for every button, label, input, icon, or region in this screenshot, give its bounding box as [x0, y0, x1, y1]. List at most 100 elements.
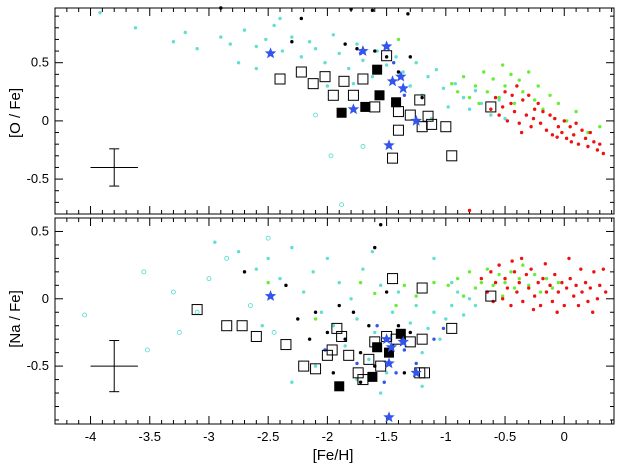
data-point	[331, 324, 336, 328]
data-point	[378, 391, 383, 395]
data-point	[401, 70, 405, 74]
data-point	[532, 107, 537, 111]
data-point	[325, 84, 330, 88]
data-point	[485, 267, 489, 271]
data-point	[529, 125, 533, 129]
data-point	[588, 130, 593, 135]
data-point	[586, 130, 590, 135]
data-point	[517, 78, 521, 82]
series-filled-squares	[336, 64, 402, 118]
data-point	[455, 276, 460, 281]
series-cyan-open	[313, 112, 366, 208]
data-point	[477, 101, 481, 106]
data-point	[521, 98, 525, 102]
data-point	[221, 320, 233, 332]
data-point	[295, 66, 307, 78]
data-point	[271, 329, 277, 335]
data-point	[343, 337, 347, 341]
data-point	[250, 330, 262, 342]
data-point	[394, 55, 398, 59]
data-point	[497, 113, 501, 117]
data-point	[543, 262, 548, 266]
data-point	[171, 40, 176, 44]
data-point	[500, 63, 505, 67]
data-point	[541, 107, 545, 111]
data-point	[414, 294, 418, 298]
data-point	[264, 37, 268, 42]
data-point	[515, 290, 519, 294]
data-point	[512, 109, 517, 114]
data-point	[391, 97, 402, 108]
data-point	[544, 276, 549, 281]
y-tick-label: 0.5	[31, 223, 49, 238]
data-point	[141, 269, 147, 275]
x-tick-label: -3.5	[139, 429, 161, 444]
data-point	[455, 290, 460, 294]
data-point	[395, 70, 407, 82]
data-point	[510, 93, 514, 97]
data-point	[347, 89, 359, 101]
data-point	[236, 61, 241, 65]
data-point	[485, 101, 497, 113]
data-point	[527, 70, 531, 74]
data-point	[323, 61, 327, 65]
x-tick-label: -3	[203, 429, 215, 444]
data-point	[307, 78, 319, 90]
data-point	[500, 294, 505, 298]
data-point	[444, 317, 448, 321]
data-point	[307, 337, 312, 341]
data-point	[567, 256, 571, 261]
data-point	[420, 350, 424, 355]
data-point	[517, 276, 521, 281]
data-point	[367, 357, 371, 362]
data-point	[479, 101, 484, 106]
data-point	[327, 89, 339, 101]
data-point	[519, 256, 524, 261]
data-point	[491, 283, 495, 288]
data-point	[489, 113, 493, 117]
data-point	[426, 118, 438, 130]
data-point	[372, 342, 383, 353]
x-axis-label: [Fe/H]	[313, 447, 354, 464]
series-green-disk	[266, 263, 561, 321]
data-point	[378, 283, 383, 288]
data-point	[576, 142, 581, 146]
data-point	[524, 113, 529, 117]
data-point	[254, 267, 259, 271]
x-tick-label: -0.5	[494, 429, 516, 444]
data-point	[414, 303, 418, 308]
data-point	[360, 144, 366, 149]
data-point	[343, 349, 355, 361]
data-point	[461, 95, 466, 100]
data-point	[580, 128, 584, 132]
data-point	[497, 263, 501, 267]
data-point	[299, 55, 304, 59]
x-tick-label: -4	[85, 429, 97, 444]
data-point	[195, 47, 199, 51]
data-point	[384, 290, 389, 294]
data-point	[278, 276, 282, 281]
data-point	[357, 73, 369, 85]
data-point	[280, 49, 285, 53]
data-point	[574, 109, 578, 114]
data-point	[568, 276, 572, 281]
series-black-small	[219, 6, 424, 100]
data-point	[524, 272, 529, 277]
data-point	[503, 84, 507, 88]
data-point	[527, 283, 531, 288]
data-point	[461, 313, 466, 317]
data-point	[467, 95, 472, 100]
data-point	[355, 317, 359, 321]
data-point	[383, 347, 394, 358]
data-point	[336, 107, 347, 118]
data-point	[242, 270, 247, 274]
data-point	[325, 330, 330, 335]
data-point	[280, 339, 292, 351]
data-point	[497, 95, 501, 100]
data-point	[394, 303, 398, 308]
data-point	[402, 348, 407, 352]
data-point	[373, 291, 377, 296]
data-point	[296, 317, 300, 321]
data-point	[254, 66, 259, 71]
data-point	[254, 44, 259, 49]
